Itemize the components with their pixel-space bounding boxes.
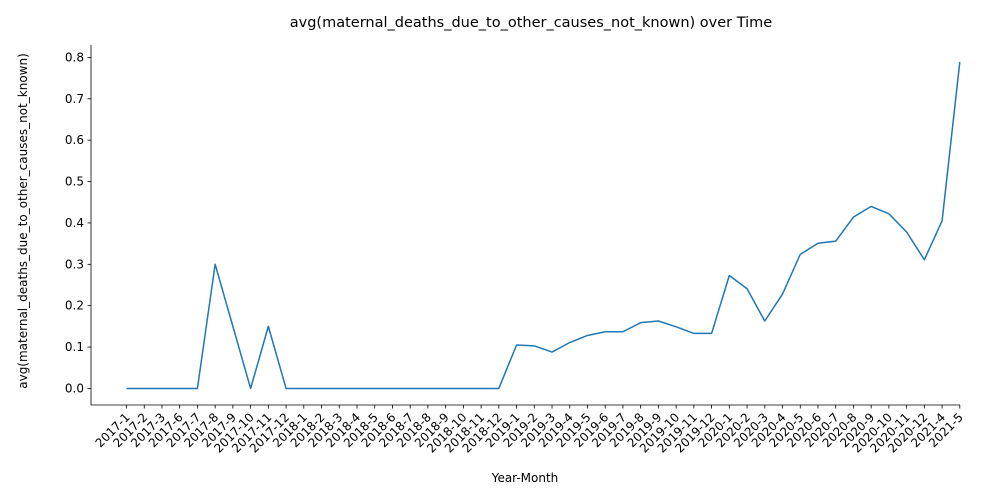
y-tick-label: 0.8 bbox=[65, 50, 84, 64]
chart-title: avg(maternal_deaths_due_to_other_causes_… bbox=[290, 15, 773, 31]
y-tick-label: 0.6 bbox=[65, 133, 84, 147]
y-tick-label: 0.7 bbox=[65, 92, 84, 106]
series-line bbox=[126, 61, 961, 390]
y-tick-label: 0.5 bbox=[65, 175, 84, 189]
x-axis-label: Year-Month bbox=[491, 471, 559, 485]
y-tick-label: 0.0 bbox=[65, 381, 84, 395]
y-tick-label: 0.1 bbox=[65, 340, 84, 354]
y-axis-label: avg(maternal_deaths_due_to_other_causes_… bbox=[16, 53, 30, 389]
y-tick-label: 0.4 bbox=[65, 216, 84, 230]
y-tick-label: 0.3 bbox=[65, 257, 84, 271]
y-tick-label: 0.2 bbox=[65, 299, 84, 313]
plot-area: 0.00.10.20.30.40.50.60.70.82017-12017-22… bbox=[65, 45, 966, 456]
